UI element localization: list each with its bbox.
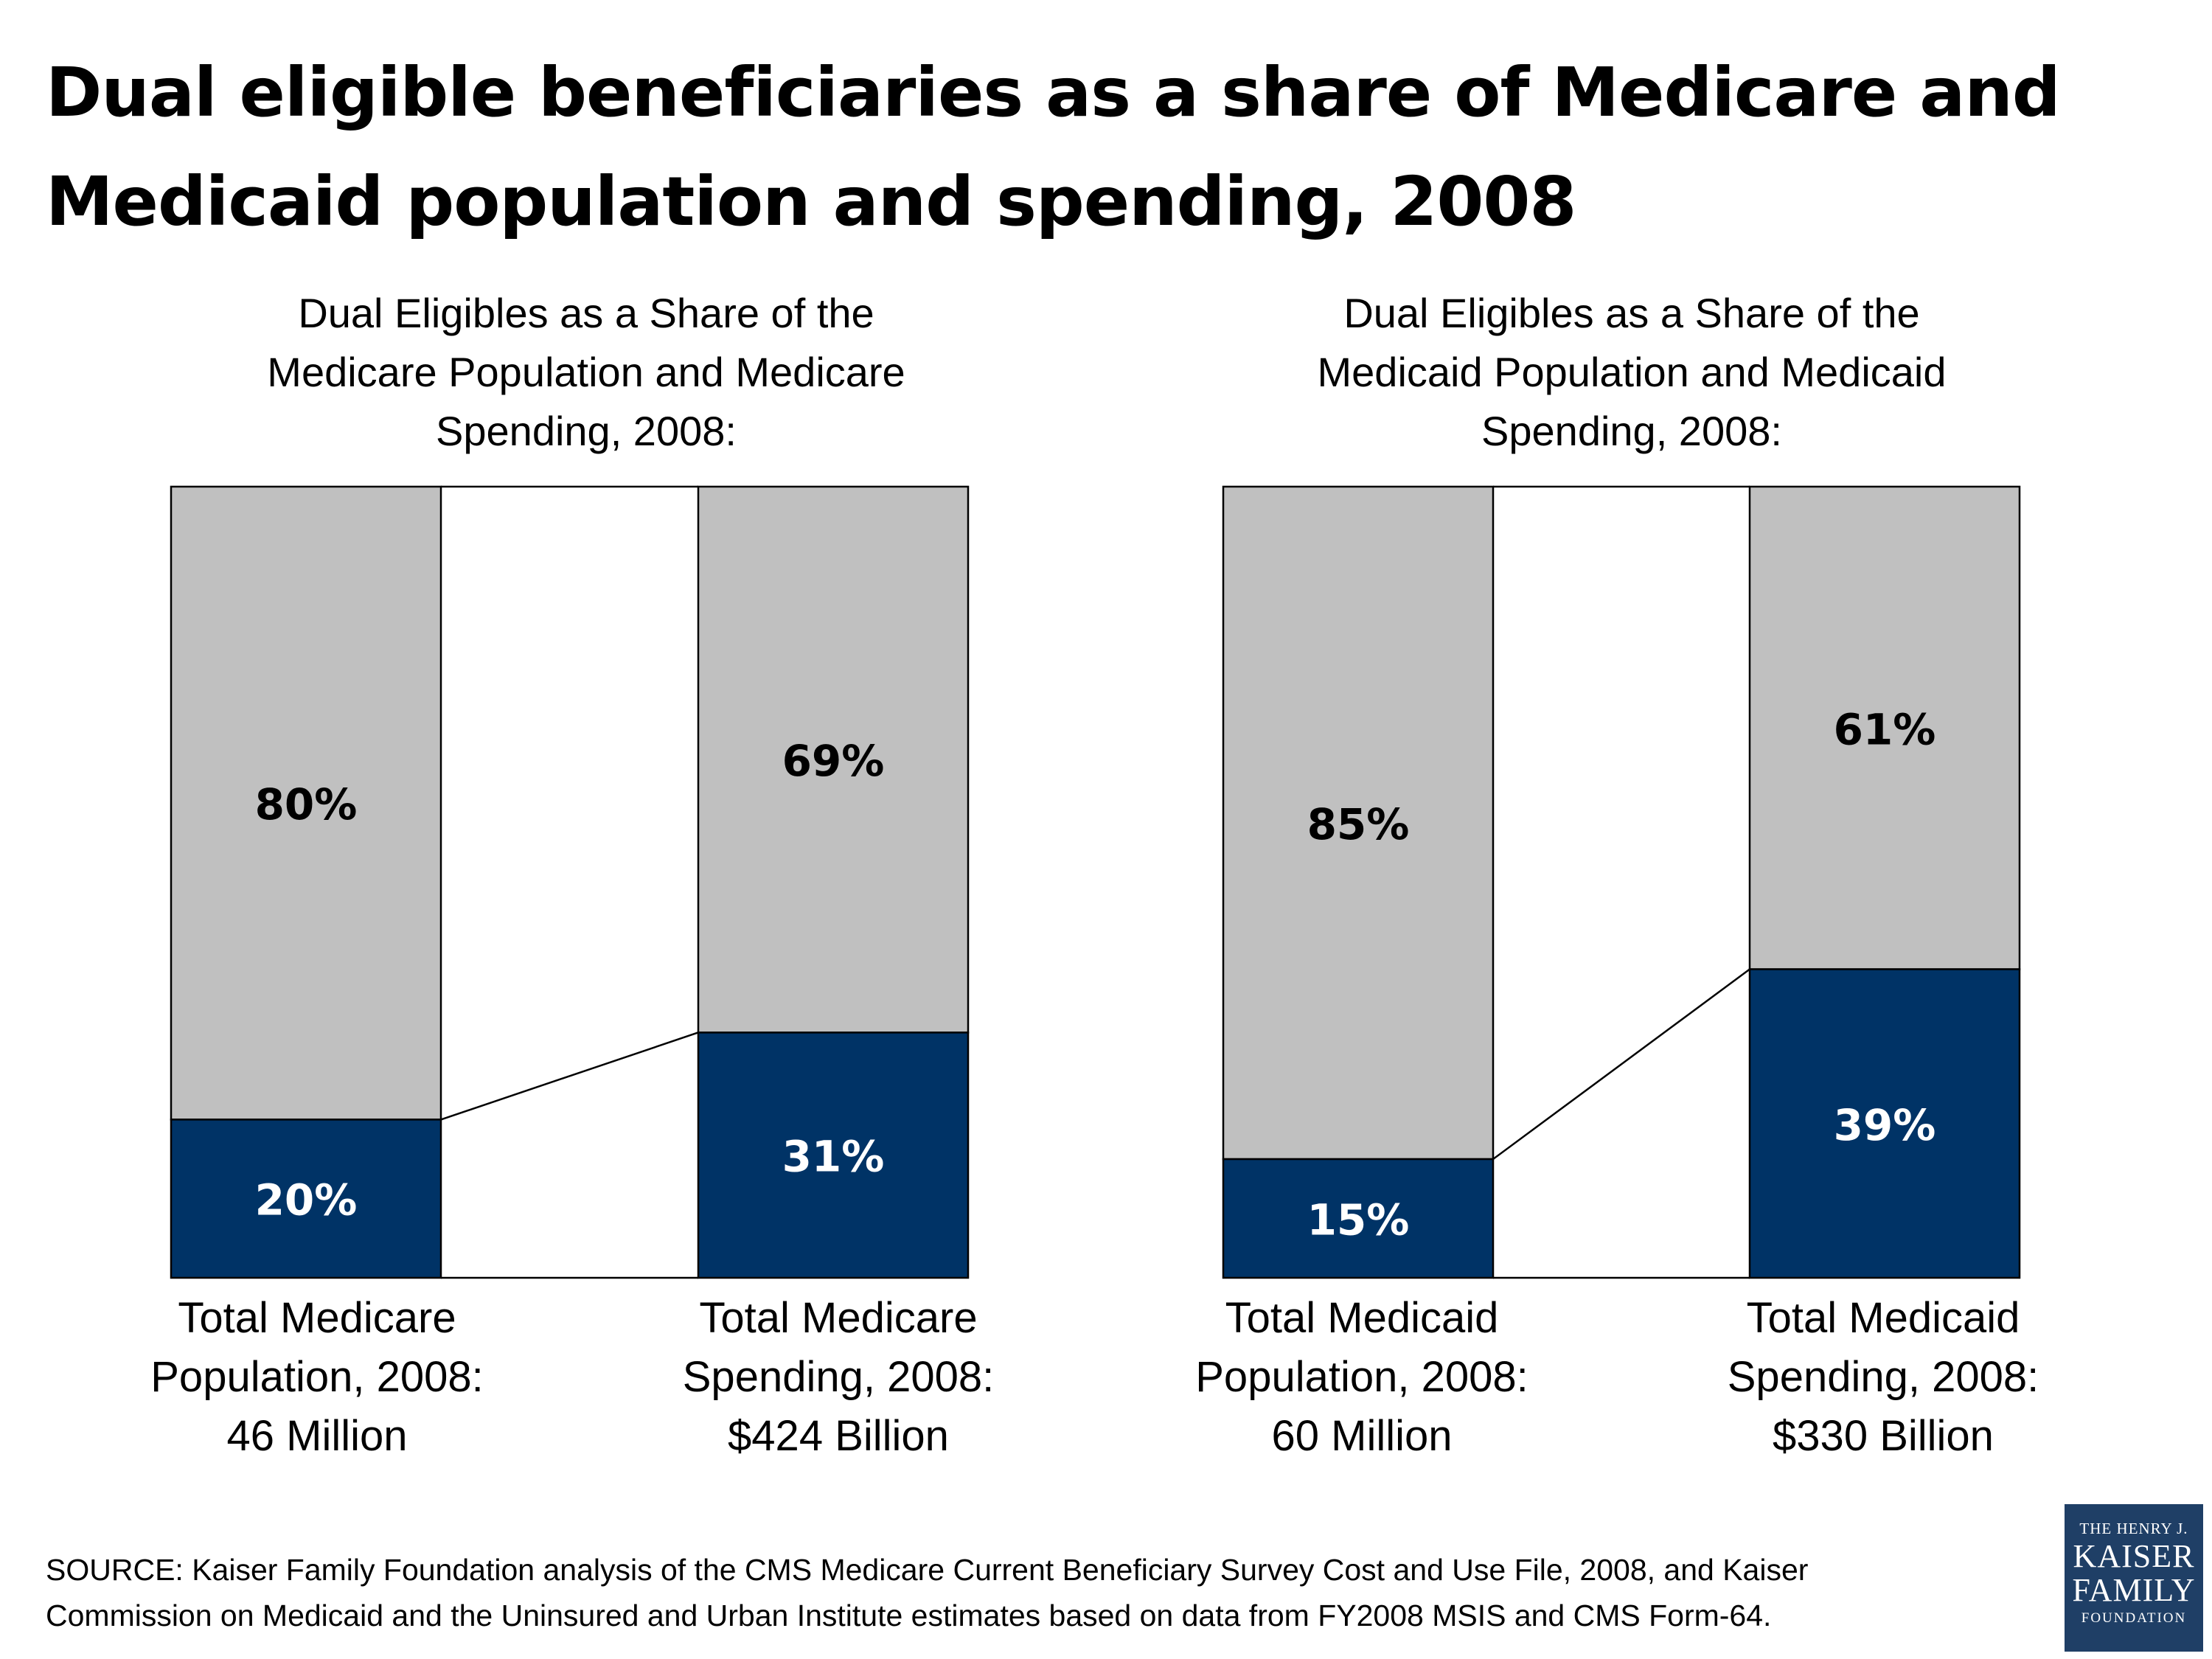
source-footnote: SOURCE: Kaiser Family Foundation analysi…: [46, 1547, 2037, 1638]
title-line-1: Dual eligible beneficiaries as a share o…: [46, 53, 2061, 132]
caption-line: Total Medicare: [699, 1294, 978, 1342]
medicare-spending-other-bar: [697, 485, 970, 1034]
medicaid-population-dual-label: 15%: [1307, 1195, 1410, 1245]
medicare-dual-connector: [440, 1032, 699, 1121]
caption-line: Total Medicaid: [1225, 1294, 1499, 1342]
caption-line: Population, 2008:: [150, 1353, 484, 1401]
caption-line: Population, 2008:: [1195, 1353, 1528, 1401]
medicaid-dual-connector: [1492, 968, 1750, 1161]
source-line: SOURCE: Kaiser Family Foundation analysi…: [46, 1553, 1809, 1587]
medicare-population-dual-label: 20%: [255, 1175, 358, 1225]
caption-line: Total Medicaid: [1746, 1294, 2020, 1342]
title-line-2: Medicaid population and spending, 2008: [46, 162, 1576, 241]
caption-line: 60 Million: [1271, 1412, 1453, 1460]
medicare-population-other-bar: [170, 485, 442, 1121]
caption-line: Spending, 2008:: [1727, 1353, 2039, 1401]
medicaid-spending-caption: Total Medicaid Spending, 2008: $330 Bill…: [1677, 1289, 2090, 1466]
medicare-spending-other-label: 69%: [782, 736, 885, 786]
medicaid-chart-title: Dual Eligibles as a Share of the Medicai…: [1241, 284, 2023, 461]
caption-line: $424 Billion: [728, 1412, 949, 1460]
medicaid-chart-title-line: Dual Eligibles as a Share of the: [1343, 290, 1920, 336]
medicaid-spending-dual-bar: [1748, 968, 2021, 1279]
medicaid-spending-other-label: 61%: [1834, 704, 1936, 754]
medicaid-spending-dual-label: 39%: [1834, 1100, 1936, 1150]
medicare-population-other-label: 80%: [255, 779, 358, 830]
medicare-spending-caption: Total Medicare Spending, 2008: $424 Bill…: [632, 1289, 1045, 1466]
medicaid-population-other-label: 85%: [1307, 799, 1410, 849]
caption-line: $330 Billion: [1773, 1412, 1994, 1460]
medicare-chart-title: Dual Eligibles as a Share of the Medicar…: [195, 284, 977, 461]
kff-logo: THE HENRY J. KAISER FAMILY FOUNDATION: [2065, 1504, 2203, 1652]
caption-line: Spending, 2008:: [682, 1353, 995, 1401]
source-line: Commission on Medicaid and the Uninsured…: [46, 1599, 1772, 1632]
medicaid-population-other-bar: [1222, 485, 1495, 1161]
medicare-chart-title-line: Medicare Population and Medicare: [267, 349, 905, 395]
page-title: Dual eligible beneficiaries as a share o…: [46, 38, 2169, 257]
logo-line: FOUNDATION: [2081, 1610, 2187, 1626]
medicaid-population-caption: Total Medicaid Population, 2008: 60 Mill…: [1155, 1289, 1568, 1466]
medicare-population-dual-bar: [170, 1119, 442, 1279]
medicare-chart-title-line: Spending, 2008:: [436, 408, 737, 454]
medicaid-chart-title-line: Medicaid Population and Medicaid: [1317, 349, 1947, 395]
caption-line: 46 Million: [226, 1412, 408, 1460]
medicare-chart-title-line: Dual Eligibles as a Share of the: [298, 290, 874, 336]
medicare-population-caption: Total Medicare Population, 2008: 46 Mill…: [111, 1289, 524, 1466]
medicare-spending-dual-bar: [697, 1032, 970, 1279]
logo-line: THE HENRY J.: [2079, 1520, 2188, 1537]
medicaid-chart-title-line: Spending, 2008:: [1481, 408, 1782, 454]
medicaid-population-dual-bar: [1222, 1158, 1495, 1279]
logo-line: KAISER: [2073, 1538, 2195, 1574]
logo-line: FAMILY: [2072, 1572, 2196, 1608]
medicaid-spending-other-bar: [1748, 485, 2021, 970]
medicare-spending-dual-label: 31%: [782, 1132, 885, 1182]
caption-line: Total Medicare: [178, 1294, 456, 1342]
